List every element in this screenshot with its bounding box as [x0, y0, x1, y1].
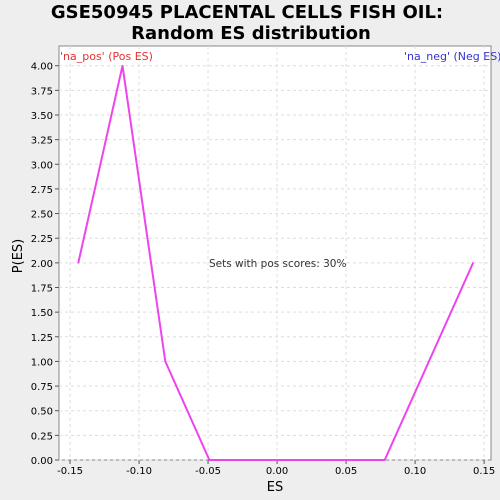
y-tick-label: 4.00 [31, 62, 53, 73]
y-tick-label: 1.75 [31, 284, 53, 295]
data-point [252, 459, 255, 461]
y-tick-label: 2.25 [31, 234, 53, 245]
y-tick-label: 1.50 [31, 308, 53, 319]
data-point [339, 459, 342, 461]
axis-layer: 0.00 0.25 0.50 0.75 1.00 1.25 1.50 1.75 2.00 2.25… [31, 62, 495, 477]
y-tick-label: 1.00 [31, 357, 53, 368]
y-tick-label: 1.25 [31, 333, 53, 344]
chart-title-line2: Random ES distribution [131, 23, 371, 44]
data-point [77, 262, 80, 264]
plot-area [58, 45, 492, 461]
data-point [164, 360, 167, 363]
y-axis-title: P(ES) [11, 239, 26, 273]
data-point [121, 64, 124, 67]
x-tick-label: 0.10 [404, 466, 426, 477]
y-tick-label: 2.75 [31, 185, 53, 196]
y-tick-label: 3.50 [31, 111, 53, 122]
x-tick-label: -0.15 [57, 466, 83, 477]
y-tick-label: 2.50 [31, 210, 53, 221]
legend-neg: 'na_neg' (Neg ES) [404, 50, 500, 63]
annotation-pos-scores: Sets with pos scores: 30% [209, 258, 346, 270]
y-tick-label: 0.25 [31, 431, 53, 442]
series-layer [77, 64, 475, 461]
y-tick-label: 3.00 [31, 160, 53, 171]
y-tick-label: 2.00 [31, 259, 53, 270]
x-tick-label: 0.00 [266, 466, 288, 477]
x-axis-title: ES [267, 480, 283, 495]
x-tick-label: -0.05 [195, 466, 221, 477]
x-tick-label: -0.10 [126, 466, 152, 477]
y-tick-label: 3.75 [31, 86, 53, 97]
y-tick-label: 3.25 [31, 136, 53, 147]
data-point [472, 262, 474, 264]
chart-title-line1: GSE50945 PLACENTAL CELLS FISH OIL: [51, 2, 443, 23]
y-tick-label: 0.50 [31, 407, 53, 418]
x-tick-label: 0.15 [473, 466, 495, 477]
x-tick-label: 0.05 [335, 466, 357, 477]
data-point [208, 459, 211, 461]
grid-layer [59, 46, 491, 461]
y-tick-label: 0.75 [31, 382, 53, 393]
data-point [295, 459, 298, 461]
data-point [383, 459, 386, 461]
y-tick-label: 0.00 [31, 456, 53, 467]
legend-pos: 'na_pos' (Pos ES) [60, 50, 153, 63]
